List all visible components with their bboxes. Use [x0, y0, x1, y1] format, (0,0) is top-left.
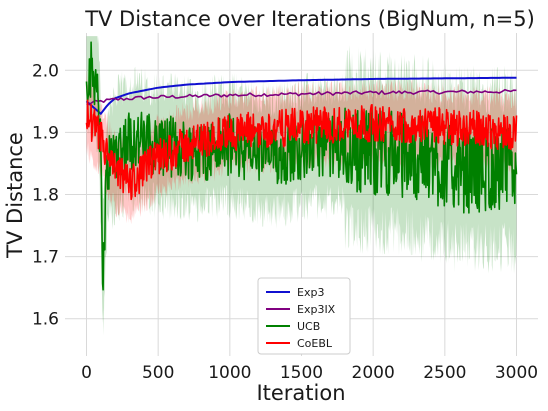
x-tick-label: 1000 [208, 363, 251, 383]
y-tick-label: 1.7 [32, 248, 59, 268]
chart-title: TV Distance over Iterations (BigNum, n=5… [84, 7, 535, 31]
y-tick-label: 2.0 [32, 61, 59, 81]
band-ucb [86, 36, 517, 336]
x-tick-label: 2500 [423, 363, 466, 383]
legend: Exp3 Exp3IX UCB CoEBL [257, 277, 351, 355]
series-line-coebl [85, 99, 518, 201]
x-tick-labels: 0 500 1000 1500 2000 2500 3000 [81, 363, 538, 383]
y-tick-labels: 1.6 1.7 1.8 1.9 2.0 [32, 61, 59, 329]
x-tick-label: 0 [81, 363, 92, 383]
series-lines [85, 41, 518, 291]
x-tick-label: 1500 [280, 363, 323, 383]
series-line-exp3ix [86, 88, 517, 106]
y-tick-label: 1.8 [32, 186, 59, 206]
legend-label-coebl: CoEBL [297, 337, 333, 350]
series-line-exp3 [85, 76, 517, 115]
x-tick-label: 500 [142, 363, 174, 383]
legend-label-exp3ix: Exp3IX [297, 303, 336, 316]
legend-box [257, 277, 351, 355]
legend-label-exp3: Exp3 [297, 286, 324, 299]
legend-label-ucb: UCB [297, 320, 320, 333]
x-axis-label: Iteration [256, 381, 345, 405]
y-tick-label: 1.9 [32, 123, 59, 143]
x-tick-label: 2000 [352, 363, 395, 383]
x-tick-label: 3000 [495, 363, 538, 383]
y-tick-label: 1.6 [32, 310, 59, 330]
y-axis-label: TV Distance [3, 132, 27, 259]
